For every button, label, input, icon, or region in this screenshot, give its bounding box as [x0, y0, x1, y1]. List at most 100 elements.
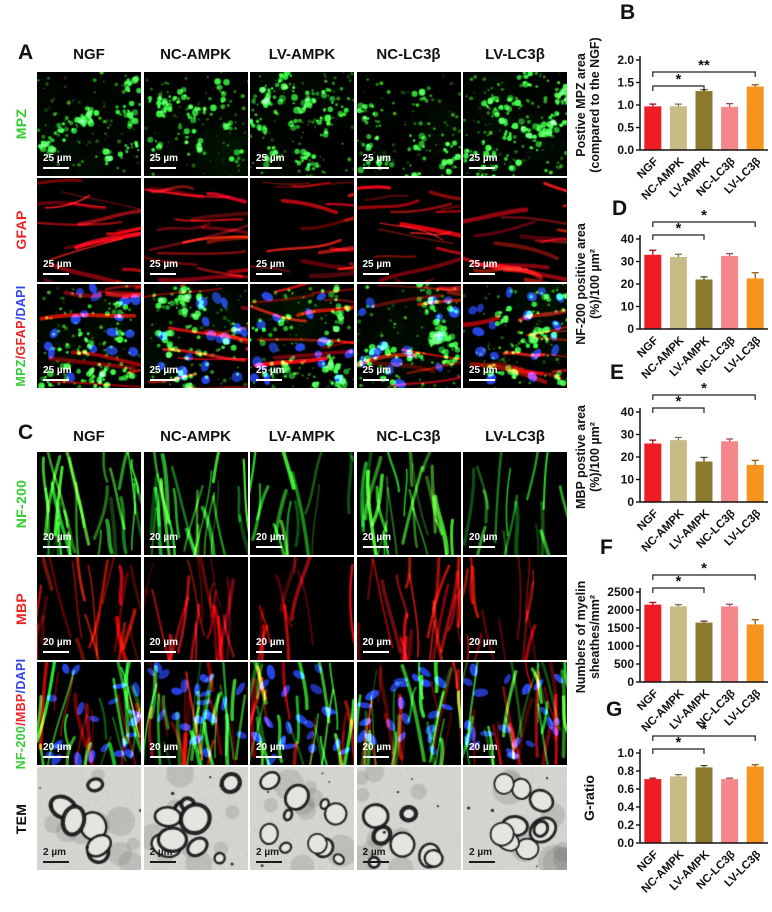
scale-bar-line	[256, 861, 282, 863]
scale-bar: 25 µm	[43, 366, 72, 381]
scale-bar: 2 µm	[362, 848, 389, 863]
scale-bar: 2 µm	[469, 848, 495, 863]
scale-bar-line	[469, 546, 495, 548]
scale-bar-label: 20 µm	[149, 742, 179, 753]
scale-bar-label: 25 µm	[149, 153, 179, 164]
svg-text:0: 0	[627, 322, 634, 336]
scale-bar-label: 20 µm	[469, 637, 498, 648]
scale-bar-line	[256, 546, 282, 548]
scale-bar-line	[43, 273, 69, 275]
bar-LV-AMPK	[695, 622, 713, 682]
axes: 0 10 20 30 40	[621, 405, 768, 509]
row-label-MPZ: MPZ	[13, 109, 29, 139]
row-label-part: GFAP	[13, 320, 28, 356]
row-label-part: TEM	[13, 803, 29, 834]
scale-bar-label: 2 µm	[256, 847, 279, 858]
svg-text:sheathes/mm²: sheathes/mm²	[588, 595, 602, 679]
row-label-TEM: TEM	[13, 803, 29, 834]
row-label-GFAP: GFAP	[13, 210, 29, 250]
bar-NC-AMPK	[669, 606, 687, 682]
panel-c-label: C	[18, 421, 34, 444]
microscopy-image-NF-200-NC-AMPK: 20 µm	[143, 452, 248, 555]
svg-text:Numbers of myelin: Numbers of myelin	[574, 581, 588, 694]
bar-NGF	[644, 443, 662, 502]
svg-text:Postive MPZ area: Postive MPZ area	[574, 52, 588, 157]
scale-bar: 20 µm	[43, 638, 72, 653]
column-header-NC-AMPK: NC-AMPK	[160, 46, 231, 63]
column-header-LV-AMPK: LV-AMPK	[268, 428, 336, 445]
svg-text:G-ratio: G-ratio	[581, 775, 597, 821]
microscopy-image-NF-200/MBP/DAPI-LV-AMPK: 20 µm	[250, 662, 354, 765]
y-axis-label: G-ratio	[581, 775, 597, 821]
row-label-part: GFAP	[13, 210, 29, 250]
scale-bar-label: 20 µm	[149, 637, 179, 648]
scale-bar: 25 µm	[469, 366, 498, 381]
svg-text:2000: 2000	[607, 603, 634, 617]
column-header-NGF: NGF	[73, 428, 105, 445]
microscopy-image-NF-200/MBP/DAPI-NC-LC3β: 20 µm	[356, 662, 461, 765]
bar-NC-AMPK	[669, 106, 687, 150]
scale-bar-line	[362, 756, 389, 758]
column-header-LV-LC3β: LV-LC3β	[485, 46, 545, 63]
scale-bar-line	[149, 546, 176, 548]
scale-bar: 25 µm	[256, 154, 285, 169]
microscopy-image-NF-200-LV-AMPK: 20 µm	[250, 452, 354, 555]
scale-bar: 20 µm	[362, 743, 391, 758]
significance-brackets: **	[652, 380, 756, 413]
bar-chart-d: NF-200 positive area (%)/100 µm² 0 10 20 30 40…	[574, 207, 768, 382]
scale-bar: 2 µm	[256, 848, 282, 863]
scale-bar: 25 µm	[43, 260, 72, 275]
microscopy-image-MBP-LV-AMPK: 20 µm	[250, 557, 354, 660]
bar-NC-LC3β	[721, 255, 739, 329]
microscopy-image-MPZ/GFAP/DAPI-NC-AMPK: 25 µm	[143, 284, 248, 388]
scale-bar-label: 20 µm	[256, 742, 285, 753]
y-axis-label: NF-200 positive area (%)/100 µm²	[574, 222, 602, 345]
row-label-part: DAPI	[13, 658, 28, 690]
svg-text:1000: 1000	[607, 639, 634, 653]
bars	[644, 601, 764, 682]
scale-bar-line	[256, 756, 282, 758]
row-label-part: /	[13, 316, 28, 321]
tem-image-TEM-NC-AMPK: 2 µm	[143, 767, 248, 870]
scale-bar-label: 25 µm	[256, 153, 285, 164]
row-label-part: /	[13, 689, 28, 693]
bar-NC-LC3β	[721, 106, 739, 150]
scale-bar: 25 µm	[256, 260, 285, 275]
charts-column: B Postive MPZ area (compared to the NGF) 0.…	[574, 0, 772, 912]
significance-brackets: **	[652, 560, 756, 593]
microscopy-image-GFAP-NC-AMPK: 25 µm	[143, 178, 248, 282]
bar-NC-LC3β	[721, 779, 739, 843]
scale-bar-line	[149, 756, 176, 758]
svg-text:0.8: 0.8	[617, 764, 634, 778]
scale-bar: 25 µm	[469, 154, 498, 169]
svg-text:30: 30	[621, 428, 635, 442]
svg-text:20: 20	[621, 277, 635, 291]
svg-text:*: *	[701, 380, 707, 397]
svg-text:(compared to the NGF): (compared to the NGF)	[588, 37, 602, 172]
bar-chart-e: MBP postive area (%)/100 µm²010203040**NG…	[574, 380, 768, 555]
column-header-NC-LC3β: NC-LC3β	[376, 428, 441, 445]
bar-chart-b: Postive MPZ area (compared to the NGF) 0.0…	[574, 37, 768, 203]
row-label-part: NF-200	[13, 479, 29, 528]
bar-NGF	[644, 779, 662, 843]
tem-image-TEM-LV-LC3β: 2 µm	[463, 767, 567, 870]
scale-bar-label: 25 µm	[149, 365, 179, 376]
bar-NC-LC3β	[721, 441, 739, 502]
scale-bar: 25 µm	[469, 260, 498, 275]
scale-bar: 25 µm	[149, 365, 179, 381]
significance-brackets: **	[652, 207, 756, 240]
microscopy-image-NF-200-NC-LC3β: 20 µm	[356, 452, 461, 555]
bar-LV-LC3β	[746, 766, 764, 843]
scale-bar-line	[469, 167, 495, 169]
bar-LV-AMPK	[695, 767, 713, 843]
scale-bar: 20 µm	[149, 533, 178, 548]
bar-NC-AMPK	[669, 776, 687, 843]
scale-bar-label: 2 µm	[469, 847, 492, 858]
svg-text:2.0: 2.0	[617, 53, 634, 67]
microscopy-image-NF-200/MBP/DAPI-LV-LC3β: 20 µm	[463, 662, 567, 765]
scale-bar-label: 25 µm	[469, 153, 498, 164]
svg-text:*: *	[675, 573, 681, 590]
scale-bar-label: 25 µm	[362, 365, 392, 376]
bar-LV-AMPK	[695, 91, 713, 150]
